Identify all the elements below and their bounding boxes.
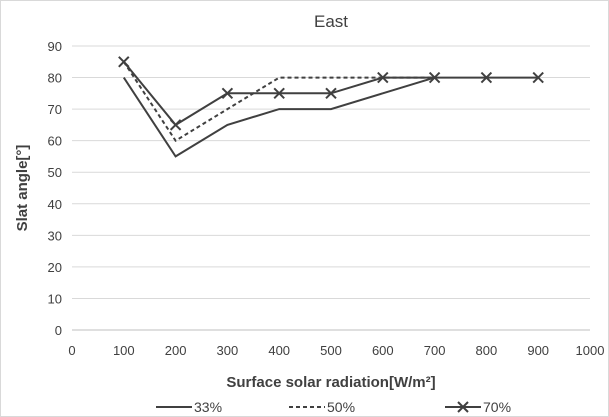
y-tick-label: 80 — [48, 71, 62, 86]
series-line-33pct — [122, 76, 435, 158]
x-tick-label: 0 — [68, 343, 75, 358]
y-tick-label: 90 — [48, 39, 62, 54]
series-marker-70pct — [273, 87, 285, 100]
y-tick-labels: 0 10 20 30 40 50 60 70 80 90 — [48, 39, 62, 338]
legend-label: 50% — [327, 399, 355, 415]
x-tick-label: 1000 — [576, 343, 605, 358]
x-tick-label: 300 — [217, 343, 239, 358]
series-line-50pct — [122, 61, 435, 143]
x-tick-label: 600 — [372, 343, 394, 358]
gridlines — [72, 45, 590, 299]
series-marker-70pct — [480, 71, 493, 84]
y-tick-label: 30 — [48, 228, 62, 243]
x-tick-labels: 0 100 200 300 400 500 600 700 800 900 1000 — [68, 343, 604, 358]
x-axis-label: Surface solar radiation[W/m²] — [226, 374, 435, 391]
series-marker-70pct — [377, 71, 389, 84]
series-marker-70pct — [532, 71, 544, 84]
y-tick-label: 10 — [48, 291, 62, 306]
y-tick-label: 40 — [48, 197, 62, 212]
series-marker-70pct — [325, 87, 337, 100]
x-tick-label: 700 — [424, 343, 446, 358]
y-tick-label: 70 — [48, 102, 62, 117]
legend-label: 70% — [483, 399, 511, 415]
series-marker-70pct — [118, 56, 130, 68]
x-tick-label: 200 — [165, 343, 187, 358]
x-tick-label: 100 — [113, 343, 135, 358]
series-marker-70pct — [221, 87, 234, 100]
legend: 33% 50% 70% — [156, 399, 511, 415]
y-tick-label: 50 — [48, 165, 62, 180]
x-tick-label: 500 — [320, 343, 342, 358]
y-tick-label: 20 — [48, 260, 62, 275]
x-tick-label: 400 — [268, 343, 290, 358]
x-tick-label: 800 — [476, 343, 498, 358]
series-marker-70pct — [169, 119, 182, 131]
y-tick-label: 60 — [48, 134, 62, 149]
x-tick-label: 900 — [527, 343, 549, 358]
series-lines — [118, 56, 544, 158]
series-marker-70pct — [428, 71, 441, 84]
y-axis-label: Slat angle[°] — [14, 145, 31, 232]
legend-marker — [457, 401, 469, 413]
y-tick-label: 0 — [55, 323, 62, 338]
legend-label: 33% — [194, 399, 222, 415]
chart-title: East — [314, 12, 348, 31]
